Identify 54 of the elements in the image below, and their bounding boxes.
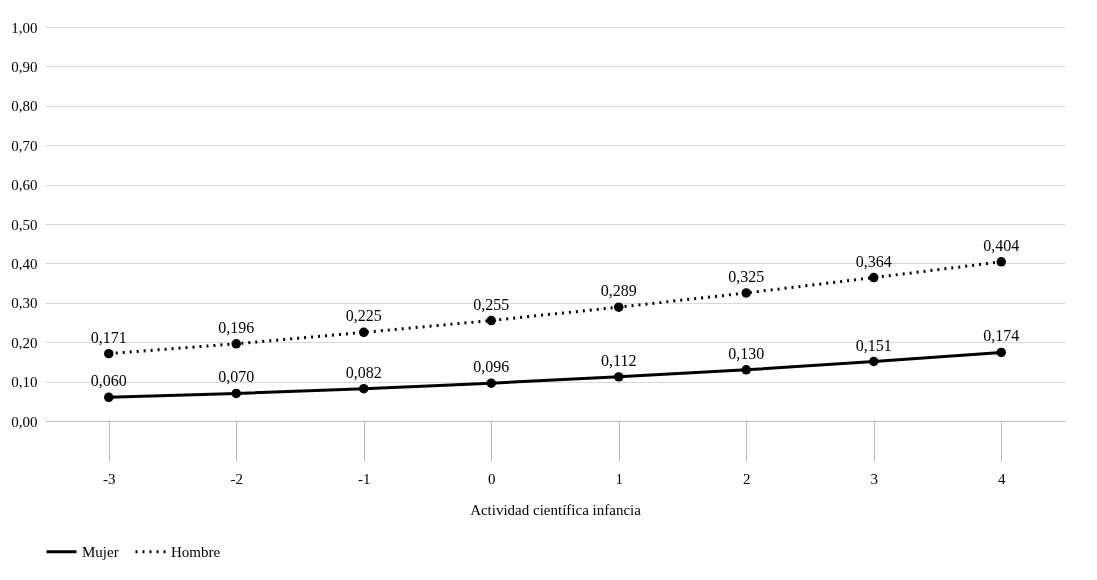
legend-label: Mujer: [82, 543, 119, 560]
point: [869, 356, 879, 367]
point: [486, 378, 496, 388]
point: [104, 348, 114, 359]
y-tick-label: 0,20: [11, 334, 38, 351]
x-tick-label: 4: [998, 470, 1006, 487]
y-tick-label: 0,00: [11, 413, 38, 430]
data-label: 0,196: [218, 318, 255, 336]
point: [104, 392, 114, 403]
point: [359, 383, 369, 394]
x-tick-label: 1: [615, 470, 623, 487]
data-label: 0,174: [983, 327, 1020, 345]
data-label: 0,082: [345, 363, 382, 381]
data-label: 0,060: [90, 372, 127, 390]
x-tick-label: -3: [103, 470, 116, 487]
data-label: 0,255: [473, 295, 510, 313]
data-label: 0,151: [855, 336, 892, 354]
data-label: 0,225: [345, 307, 382, 325]
point: [741, 365, 751, 375]
data-label: 0,325: [728, 267, 765, 285]
data-label: 0,112: [601, 351, 637, 369]
x-tick-label: 2: [743, 470, 751, 487]
y-tick-label: 1,00: [11, 19, 38, 36]
data-label: 0,171: [90, 328, 127, 346]
y-tick-label: 0,40: [11, 255, 38, 272]
x-tick-label: 0: [488, 470, 496, 487]
data-label: 0,364: [855, 252, 892, 270]
x-axis-title: Actividad científica infancia: [470, 501, 642, 518]
point: [741, 288, 751, 298]
y-tick-label: 0,30: [11, 295, 38, 312]
point: [231, 388, 241, 399]
data-label: 0,070: [218, 368, 255, 386]
point: [996, 257, 1006, 267]
point: [486, 315, 496, 326]
point: [614, 302, 624, 312]
point: [231, 339, 241, 349]
y-tick-label: 0,50: [11, 216, 38, 233]
data-label: 0,404: [983, 236, 1020, 254]
y-tick-label: 0,60: [11, 177, 38, 194]
x-tick-label: -2: [230, 470, 243, 487]
y-tick-label: 0,10: [11, 374, 38, 391]
data-label: 0,289: [600, 282, 637, 300]
x-tick-label: -1: [358, 470, 371, 487]
data-label: 0,096: [473, 358, 510, 376]
point: [359, 327, 369, 338]
x-tick-label: 3: [870, 470, 878, 487]
legend-label: Hombre: [171, 543, 221, 560]
point: [869, 272, 879, 283]
data-label: 0,130: [728, 344, 765, 362]
point: [996, 347, 1006, 358]
y-tick-label: 0,90: [11, 58, 38, 75]
y-tick-label: 0,70: [11, 137, 38, 154]
y-tick-label: 0,80: [11, 98, 38, 115]
point: [614, 372, 624, 382]
